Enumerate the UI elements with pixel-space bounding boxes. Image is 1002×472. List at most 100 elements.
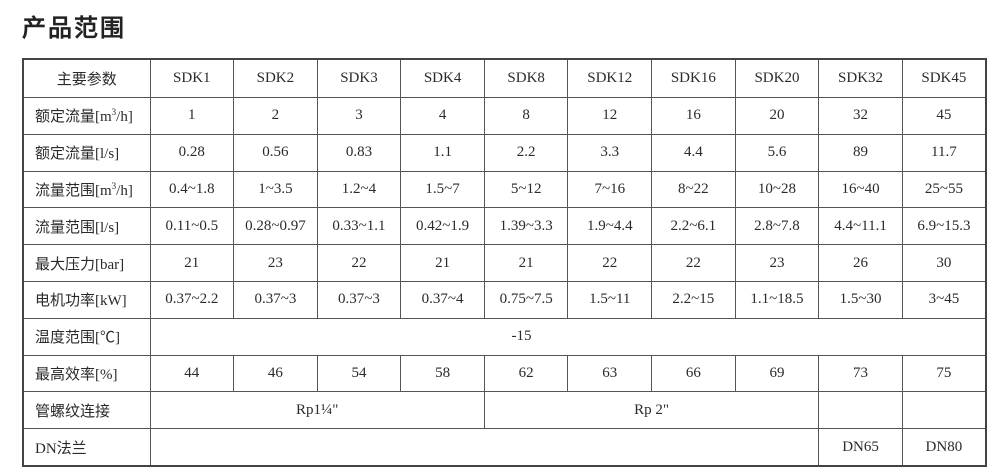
value-cell: 1.9~4.4 — [567, 207, 653, 246]
value-cell: 54 — [316, 354, 402, 393]
table-row: 流量范围[l/s] 0.11~0.5 0.28~0.97 0.33~1.1 0.42~1… — [22, 207, 987, 246]
value-cell: 4 — [400, 97, 485, 135]
value-cell: 16 — [651, 97, 736, 135]
thread-rp1-1-4: Rp1¼" — [149, 391, 485, 430]
value-cell: 0.28 — [149, 133, 235, 172]
header-label: 主要参数 — [22, 58, 151, 98]
value-cell: 1 — [149, 97, 235, 135]
table-row: 最大压力[bar] 21 23 22 21 21 22 22 23 26 30 — [22, 244, 987, 282]
value-cell: 0.11~0.5 — [149, 207, 235, 246]
value-cell: 66 — [651, 354, 736, 393]
value-cell: 2 — [233, 97, 318, 135]
model-header: SDK32 — [818, 58, 903, 98]
value-cell: 4.4 — [651, 133, 736, 172]
temperature-row: 温度范围[℃] -15 — [22, 317, 987, 356]
flange-row: DN法兰 DN65 DN80 — [22, 428, 987, 467]
value-cell: 21 — [483, 244, 569, 282]
value-cell: 58 — [400, 354, 485, 393]
value-cell: 10~28 — [734, 170, 820, 209]
empty-cell — [149, 428, 820, 467]
model-header: SDK3 — [316, 58, 402, 98]
row-label: 电机功率[kW] — [22, 280, 151, 319]
value-cell: 20 — [734, 97, 820, 135]
value-cell: 0.37~4 — [400, 280, 485, 319]
table-row: 额定流量[m3/h] 1 2 3 4 8 12 16 20 32 45 — [22, 97, 987, 135]
value-cell: 2.2~6.1 — [651, 207, 736, 246]
row-label: 最高效率[%] — [22, 354, 151, 393]
empty-cell — [818, 391, 903, 430]
value-cell: 11.7 — [901, 133, 987, 172]
table-row: 额定流量[l/s] 0.28 0.56 0.83 1.1 2.2 3.3 4.4 5.6 89 11… — [22, 133, 987, 172]
row-label: 最大压力[bar] — [22, 244, 151, 282]
value-cell: 16~40 — [818, 170, 903, 209]
value-cell: 1.5~11 — [567, 280, 653, 319]
value-cell: 46 — [233, 354, 318, 393]
row-label: 流量范围[m3/h] — [22, 170, 151, 209]
value-cell: 21 — [149, 244, 235, 282]
page-title: 产品范围 — [22, 14, 126, 42]
value-cell: 89 — [818, 133, 903, 172]
thread-row: 管螺纹连接 Rp1¼" Rp 2" — [22, 391, 987, 430]
value-cell: 3.3 — [567, 133, 653, 172]
value-cell: 0.37~2.2 — [149, 280, 235, 319]
value-cell: 22 — [651, 244, 736, 282]
value-cell: 3~45 — [901, 280, 987, 319]
value-cell: 45 — [901, 97, 987, 135]
value-cell: 63 — [567, 354, 653, 393]
value-cell: 8~22 — [651, 170, 736, 209]
value-cell: 22 — [316, 244, 402, 282]
value-cell: 5~12 — [483, 170, 569, 209]
value-cell: 1.5~30 — [818, 280, 903, 319]
model-header: SDK45 — [901, 58, 987, 98]
value-cell: 1~3.5 — [233, 170, 318, 209]
model-header: SDK16 — [651, 58, 736, 98]
value-cell: 0.28~0.97 — [233, 207, 318, 246]
value-cell: 23 — [233, 244, 318, 282]
product-range-table: 主要参数 SDK1 SDK2 SDK3 SDK4 SDK8 SDK12 SDK16 SDK20… — [22, 58, 987, 467]
value-cell: 1.5~7 — [400, 170, 485, 209]
value-cell: 25~55 — [901, 170, 987, 209]
row-label: 流量范围[l/s] — [22, 207, 151, 246]
flange-value: DN80 — [901, 428, 987, 467]
value-cell: 0.37~3 — [316, 280, 402, 319]
row-label: 管螺纹连接 — [22, 391, 151, 430]
value-cell: 2.2~15 — [651, 280, 736, 319]
value-cell: 2.2 — [483, 133, 569, 172]
value-cell: 4.4~11.1 — [818, 207, 903, 246]
row-label: 额定流量[l/s] — [22, 133, 151, 172]
model-header: SDK2 — [233, 58, 318, 98]
value-cell: 2.8~7.8 — [734, 207, 820, 246]
value-cell: 1.1~18.5 — [734, 280, 820, 319]
flange-value: DN65 — [818, 428, 903, 467]
value-cell: 75 — [901, 354, 987, 393]
value-cell: 0.56 — [233, 133, 318, 172]
value-cell: 7~16 — [567, 170, 653, 209]
value-cell: 5.6 — [734, 133, 820, 172]
thread-rp2: Rp 2" — [483, 391, 820, 430]
row-label: 额定流量[m3/h] — [22, 97, 151, 135]
value-cell: 0.4~1.8 — [149, 170, 235, 209]
table-row: 流量范围[m3/h] 0.4~1.8 1~3.5 1.2~4 1.5~7 5~12 7~16… — [22, 170, 987, 209]
row-label: DN法兰 — [22, 428, 151, 467]
value-cell: 0.75~7.5 — [483, 280, 569, 319]
empty-cell — [901, 391, 987, 430]
value-cell: 3 — [316, 97, 402, 135]
efficiency-row: 最高效率[%] 44 46 54 58 62 63 66 69 73 75 — [22, 354, 987, 393]
value-cell: 30 — [901, 244, 987, 282]
value-cell: 62 — [483, 354, 569, 393]
value-cell: 0.33~1.1 — [316, 207, 402, 246]
value-cell: 0.42~1.9 — [400, 207, 485, 246]
row-label: 温度范围[℃] — [22, 317, 151, 356]
model-header: SDK8 — [483, 58, 569, 98]
value-cell: 26 — [818, 244, 903, 282]
value-cell: 22 — [567, 244, 653, 282]
value-cell: 1.2~4 — [316, 170, 402, 209]
value-cell: 12 — [567, 97, 653, 135]
table-header-row: 主要参数 SDK1 SDK2 SDK3 SDK4 SDK8 SDK12 SDK16 SDK20… — [22, 58, 987, 98]
value-cell: 44 — [149, 354, 235, 393]
value-cell: 23 — [734, 244, 820, 282]
model-header: SDK1 — [149, 58, 235, 98]
value-cell: 1.1 — [400, 133, 485, 172]
model-header: SDK20 — [734, 58, 820, 98]
value-cell: 21 — [400, 244, 485, 282]
